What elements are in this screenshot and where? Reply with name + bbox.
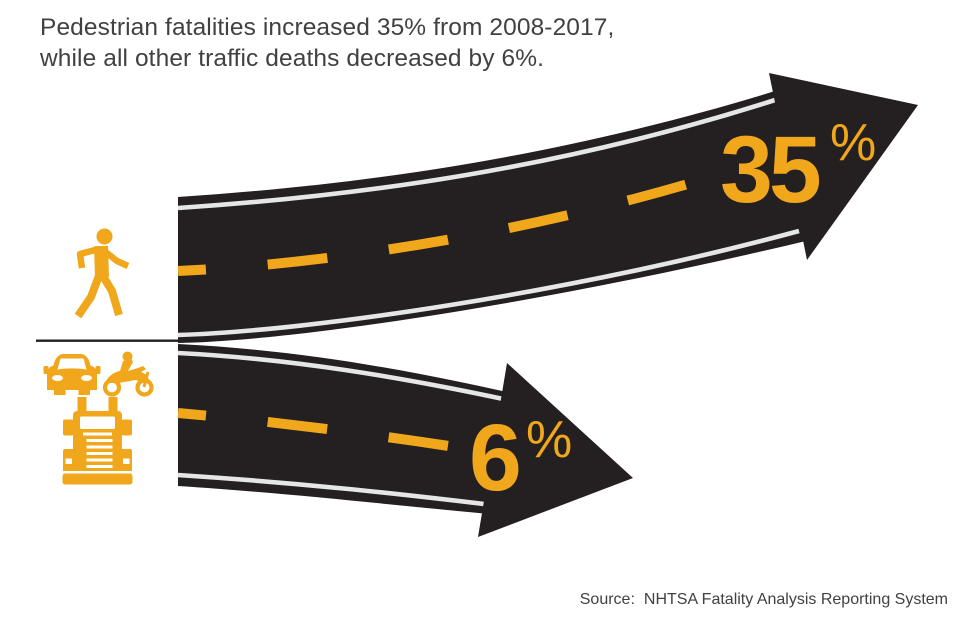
other-road-edge-line-top [177, 350, 509, 403]
truck-icon [62, 397, 133, 485]
pedestrian-road-edge-line-top [177, 97, 776, 211]
other-value: 6 [469, 405, 519, 511]
pedestrian-icon [74, 228, 130, 319]
other-arrowhead [478, 363, 633, 537]
pedestrian-road-center-line [177, 163, 742, 276]
pedestrian-road-arrow: 35 % [177, 73, 918, 343]
pedestrian-percent-sign: % [830, 114, 876, 172]
title-line-2: while all other traffic deaths decreased… [39, 45, 544, 72]
source-line: Source: NHTSA Fatality Analysis Reporting… [580, 591, 948, 608]
other-traffic-road-arrow: 6 % [177, 344, 633, 537]
other-road-edge-line-bottom [177, 472, 493, 508]
car-icon [43, 354, 101, 395]
other-road-center-line [177, 408, 463, 453]
motorcycle-icon [102, 351, 154, 397]
pedestrian-arrowhead [769, 73, 918, 260]
source-label: Source: [580, 591, 635, 608]
other-percent-sign: % [526, 411, 572, 469]
pedestrian-road-shaft [178, 88, 810, 343]
title-line-1: Pedestrian fatalities increased 35% from… [40, 14, 614, 41]
source-text: NHTSA Fatality Analysis Reporting System [644, 591, 948, 608]
pedestrian-road-edge-line-bottom [177, 228, 800, 338]
pedestrian-value: 35 [720, 117, 820, 223]
divider-line [36, 339, 179, 342]
